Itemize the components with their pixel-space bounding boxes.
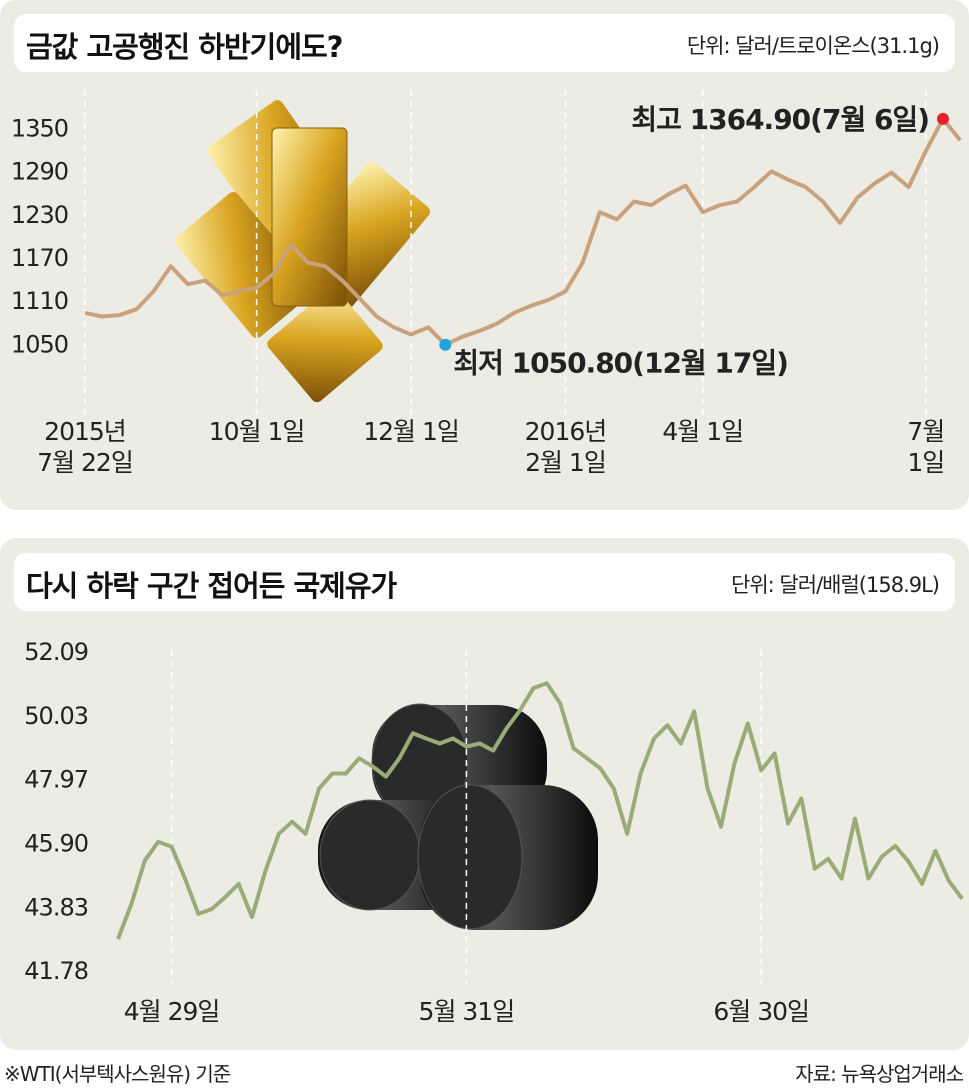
extreme-point [439, 338, 452, 351]
y-tick-label: 1110 [11, 287, 68, 315]
x-tick-label: 2016년 2월 1일 [524, 417, 608, 477]
price-line [116, 681, 964, 940]
footnote: ※WTI(서부텍사스원유) 기준 [4, 1062, 231, 1086]
y-tick-label: 1350 [11, 115, 68, 143]
title-bar [14, 14, 955, 72]
x-tick-label: 7월 1일 [907, 417, 945, 477]
x-tick-label: 10월 1일 [208, 417, 306, 446]
y-tick-label: 52.09 [24, 638, 88, 666]
y-tick-label: 43.83 [24, 894, 88, 922]
y-tick-label: 1170 [11, 244, 68, 272]
extreme-point [937, 112, 949, 125]
annotation: 최저 1050.80(12월 17일) [453, 347, 788, 380]
x-tick-label: 5월 31일 [418, 997, 516, 1026]
chart-subtitle: 단위: 달러/배럴(158.9L) [731, 573, 940, 597]
y-tick-label: 41.78 [24, 957, 88, 985]
annotation: 최고 1364.90(7월 6일) [631, 103, 929, 136]
panel [0, 0, 969, 510]
price-line [84, 116, 962, 347]
y-tick-label: 1050 [11, 330, 68, 358]
source: 자료: 뉴욕상업거래소 [795, 1062, 964, 1086]
x-tick-label: 6월 30일 [713, 997, 810, 1026]
chart-subtitle: 단위: 달러/트로이온스(31.1g) [686, 34, 940, 58]
chart-title: 금값 고공행진 하반기에도? [26, 30, 343, 64]
x-tick-label: 12월 1일 [363, 417, 460, 446]
x-tick-label: 4월 1일 [662, 417, 744, 446]
y-tick-label: 45.90 [24, 830, 88, 858]
x-tick-label: 2015년 7월 22일 [37, 417, 134, 477]
y-tick-label: 47.97 [24, 766, 88, 794]
gold-bars-illustration [175, 100, 430, 403]
title-bar [14, 553, 955, 611]
x-tick-label: 4월 29일 [123, 997, 221, 1026]
y-tick-label: 1290 [11, 158, 68, 186]
y-tick-label: 1230 [11, 201, 68, 229]
y-tick-label: 50.03 [24, 702, 88, 730]
chart-title: 다시 하락 구간 접어든 국제유가 [26, 569, 397, 603]
